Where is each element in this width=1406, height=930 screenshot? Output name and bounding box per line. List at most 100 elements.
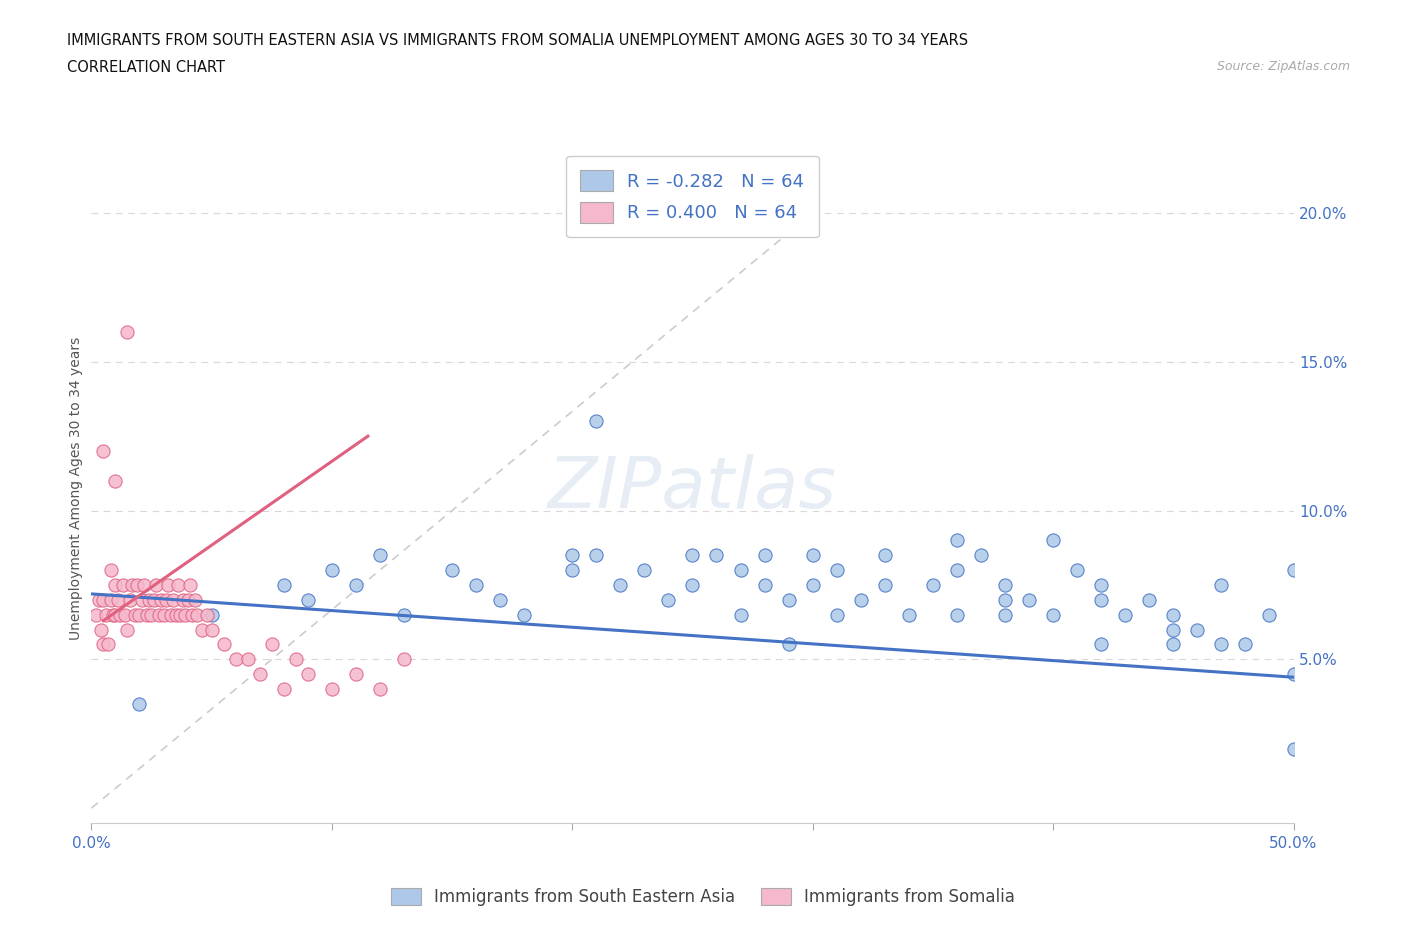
Point	[730, 607, 752, 622]
Point	[465, 578, 488, 592]
Point	[609, 578, 631, 592]
Point	[754, 548, 776, 563]
Point	[1090, 637, 1112, 652]
Point	[260, 637, 283, 652]
Point	[440, 563, 463, 578]
Point	[321, 563, 343, 578]
Point	[778, 592, 800, 607]
Point	[176, 592, 198, 607]
Point	[1042, 533, 1064, 548]
Point	[114, 607, 136, 622]
Point	[111, 578, 134, 592]
Point	[225, 652, 247, 667]
Point	[1161, 607, 1184, 622]
Point	[100, 592, 122, 607]
Point	[706, 548, 728, 563]
Point	[1234, 637, 1257, 652]
Y-axis label: Unemployment Among Ages 30 to 34 years: Unemployment Among Ages 30 to 34 years	[69, 337, 83, 640]
Point	[922, 578, 945, 592]
Point	[321, 682, 343, 697]
Point	[994, 592, 1017, 607]
Point	[117, 622, 139, 637]
Point	[201, 607, 224, 622]
Point	[148, 607, 170, 622]
Point	[897, 607, 920, 622]
Point	[152, 607, 174, 622]
Text: Source: ZipAtlas.com: Source: ZipAtlas.com	[1216, 60, 1350, 73]
Point	[344, 578, 367, 592]
Point	[1090, 578, 1112, 592]
Point	[128, 607, 150, 622]
Point	[1090, 592, 1112, 607]
Point	[873, 578, 896, 592]
Point	[93, 592, 115, 607]
Point	[754, 578, 776, 592]
Point	[778, 637, 800, 652]
Point	[513, 607, 536, 622]
Point	[118, 592, 141, 607]
Point	[159, 607, 181, 622]
Point	[946, 563, 969, 578]
Point	[681, 548, 703, 563]
Point	[1211, 578, 1233, 592]
Point	[368, 548, 391, 563]
Point	[172, 592, 194, 607]
Point	[633, 563, 655, 578]
Point	[970, 548, 993, 563]
Point	[994, 607, 1017, 622]
Point	[141, 607, 163, 622]
Point	[186, 607, 208, 622]
Point	[561, 548, 583, 563]
Point	[1258, 607, 1281, 622]
Point	[84, 607, 107, 622]
Point	[100, 563, 122, 578]
Text: ZIPatlas: ZIPatlas	[548, 454, 837, 523]
Point	[104, 578, 127, 592]
Point	[104, 473, 127, 488]
Point	[104, 607, 127, 622]
Point	[1161, 622, 1184, 637]
Text: IMMIGRANTS FROM SOUTH EASTERN ASIA VS IMMIGRANTS FROM SOMALIA UNEMPLOYMENT AMONG: IMMIGRANTS FROM SOUTH EASTERN ASIA VS IM…	[67, 33, 969, 47]
Point	[90, 622, 112, 637]
Point	[273, 682, 295, 697]
Point	[125, 578, 148, 592]
Point	[155, 592, 177, 607]
Point	[585, 548, 607, 563]
Point	[128, 697, 150, 711]
Point	[1187, 622, 1209, 637]
Point	[273, 578, 295, 592]
Point	[142, 592, 165, 607]
Point	[110, 607, 132, 622]
Point	[994, 578, 1017, 592]
Point	[849, 592, 872, 607]
Point	[97, 637, 120, 652]
Point	[162, 592, 184, 607]
Point	[181, 607, 204, 622]
Legend: Immigrants from South Eastern Asia, Immigrants from Somalia: Immigrants from South Eastern Asia, Immi…	[384, 881, 1022, 912]
Point	[730, 563, 752, 578]
Point	[179, 578, 201, 592]
Point	[121, 578, 143, 592]
Point	[134, 578, 156, 592]
Point	[124, 607, 146, 622]
Legend: R = -0.282   N = 64, R = 0.400   N = 64: R = -0.282 N = 64, R = 0.400 N = 64	[567, 156, 818, 237]
Point	[249, 667, 271, 682]
Point	[212, 637, 235, 652]
Point	[392, 607, 415, 622]
Point	[344, 667, 367, 682]
Point	[1137, 592, 1160, 607]
Point	[825, 607, 848, 622]
Point	[1282, 741, 1305, 756]
Point	[93, 637, 115, 652]
Text: CORRELATION CHART: CORRELATION CHART	[67, 60, 225, 75]
Point	[284, 652, 307, 667]
Point	[135, 607, 157, 622]
Point	[150, 592, 173, 607]
Point	[195, 607, 218, 622]
Point	[131, 592, 153, 607]
Point	[117, 325, 139, 339]
Point	[297, 592, 319, 607]
Point	[87, 592, 110, 607]
Point	[489, 592, 512, 607]
Point	[392, 652, 415, 667]
